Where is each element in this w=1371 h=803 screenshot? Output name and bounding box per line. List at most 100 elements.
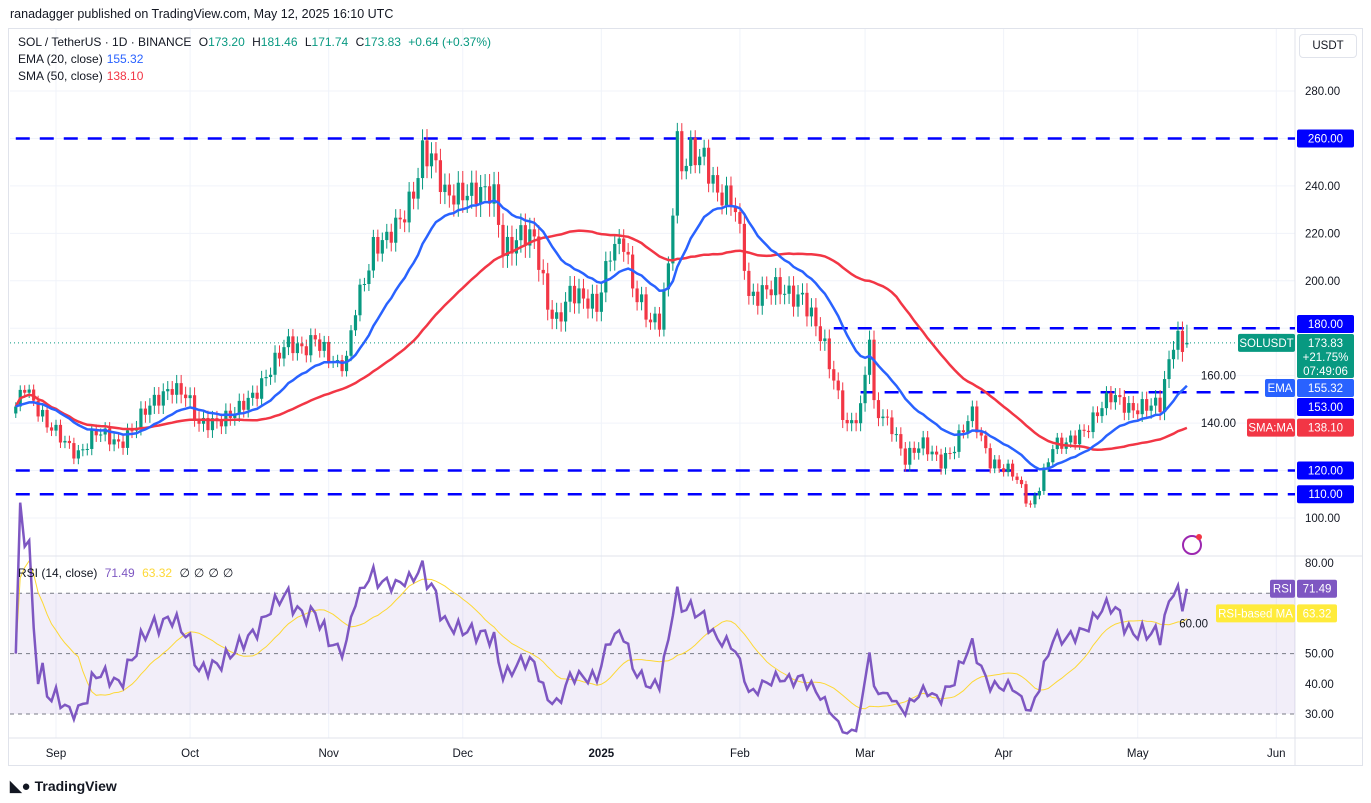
candle-body: [170, 389, 174, 395]
last-price-badge-text: 07:49:06: [1303, 366, 1348, 378]
rsi-tick-label: 80.00: [1305, 558, 1334, 570]
candle-body: [738, 212, 742, 224]
candle-body: [260, 378, 264, 399]
candle-body: [268, 374, 273, 377]
level-260-badge-text: 260.00: [1308, 133, 1343, 145]
candle-body: [541, 269, 545, 274]
candle-body: [385, 231, 389, 241]
candle-body: [684, 165, 688, 172]
candle-body: [926, 437, 930, 455]
candle-body: [899, 434, 903, 449]
candle-body: [184, 394, 188, 399]
rsi-ma-value-badge-text: 63.32: [1303, 608, 1332, 620]
level-120-badge: [1297, 461, 1354, 480]
candle-body: [550, 309, 554, 319]
candle-body: [1028, 503, 1033, 505]
candle-body: [108, 428, 112, 445]
level-180-badge: [1297, 315, 1354, 333]
sma-value-badge-text: 138.10: [1308, 423, 1343, 435]
candle-body: [599, 292, 603, 312]
candle-body: [14, 406, 18, 414]
candle-body: [1006, 463, 1010, 473]
rsi-legend[interactable]: RSI (14, close) 71.49 63.32 ∅ ∅ ∅ ∅: [18, 566, 234, 580]
price-tick-label: 140.00: [1201, 418, 1236, 430]
candle-body: [912, 447, 916, 453]
candle-body: [1015, 476, 1019, 480]
time-tick-label: Feb: [730, 748, 750, 760]
candle-body: [595, 293, 599, 312]
candle-body: [514, 240, 519, 254]
candle-body: [885, 416, 890, 418]
candle-body: [563, 301, 568, 322]
candle-body: [975, 406, 979, 433]
candle-body: [818, 326, 822, 342]
candle-body: [362, 283, 367, 285]
tradingview-logo[interactable]: ◣● TradingView: [10, 778, 117, 795]
candle-body: [1109, 392, 1113, 403]
candle-body: [456, 182, 460, 205]
candle-body: [657, 313, 662, 330]
rsi-tick-label: 60.00: [1179, 618, 1208, 630]
ema-legend[interactable]: EMA (20, close) 155.32: [18, 52, 144, 66]
candle-body: [300, 343, 304, 347]
candle-body: [420, 140, 425, 179]
candle-body: [327, 341, 331, 362]
candle-body: [1100, 408, 1104, 417]
alert-icon[interactable]: [1182, 535, 1202, 555]
candle-body: [452, 195, 456, 205]
candle-body: [1171, 349, 1176, 360]
rsi-ma-line: [15, 559, 1188, 710]
candle-body: [161, 391, 165, 406]
candle-body: [702, 147, 706, 157]
candle-body: [470, 182, 474, 196]
candle-body: [876, 400, 881, 419]
ema-value-badge: [1297, 379, 1354, 397]
candle-body: [179, 383, 183, 395]
candle-body: [626, 251, 630, 255]
publisher-line: ranadagger published on TradingView.com,…: [10, 7, 394, 21]
candle-body: [836, 380, 840, 391]
candle-body: [1136, 410, 1140, 415]
candle-body: [358, 284, 362, 316]
candle-body: [671, 215, 675, 264]
symbol-title[interactable]: SOL / TetherUS · 1D · BINANCE: [18, 35, 192, 49]
candle-body: [1078, 429, 1082, 445]
candle-body: [984, 435, 988, 449]
sma-label-badge: [1247, 418, 1295, 437]
candle-body: [1104, 392, 1109, 409]
candle-body: [465, 195, 469, 201]
candle-body: [40, 409, 45, 417]
sma-value-badge: [1297, 418, 1354, 437]
candle-body: [532, 229, 536, 237]
candle-body: [720, 192, 724, 206]
last-price-badge-text: 173.83: [1308, 338, 1343, 350]
candle-body: [917, 448, 921, 453]
candle-body: [367, 270, 371, 284]
sma-legend[interactable]: SMA (50, close) 138.10: [18, 69, 144, 83]
candle-body: [206, 417, 210, 431]
candle-body: [1122, 397, 1126, 413]
candle-body: [322, 341, 326, 351]
candle-body: [264, 376, 268, 379]
currency-button[interactable]: USDT: [1299, 34, 1357, 58]
rsi-value-badge-text: 71.49: [1303, 584, 1332, 596]
candle-body: [711, 175, 715, 184]
candle-body: [747, 270, 751, 296]
candle-body: [175, 383, 179, 395]
symbol-badge-text: SOLUSDT: [1239, 338, 1293, 350]
candle-body: [733, 206, 738, 213]
candle-body: [894, 434, 898, 436]
candle-body: [1180, 330, 1185, 352]
candle-body: [416, 178, 420, 199]
rsi-tick-label: 50.00: [1305, 649, 1334, 661]
rsi-tick-label: 30.00: [1305, 709, 1334, 721]
candle-body: [809, 307, 814, 317]
candle-body: [1046, 462, 1050, 468]
candle-body: [340, 360, 344, 372]
candle-body: [438, 160, 443, 193]
candle-body: [707, 147, 711, 184]
candle-body: [934, 451, 939, 455]
candle-body: [90, 430, 94, 449]
candle-body: [1060, 437, 1064, 449]
